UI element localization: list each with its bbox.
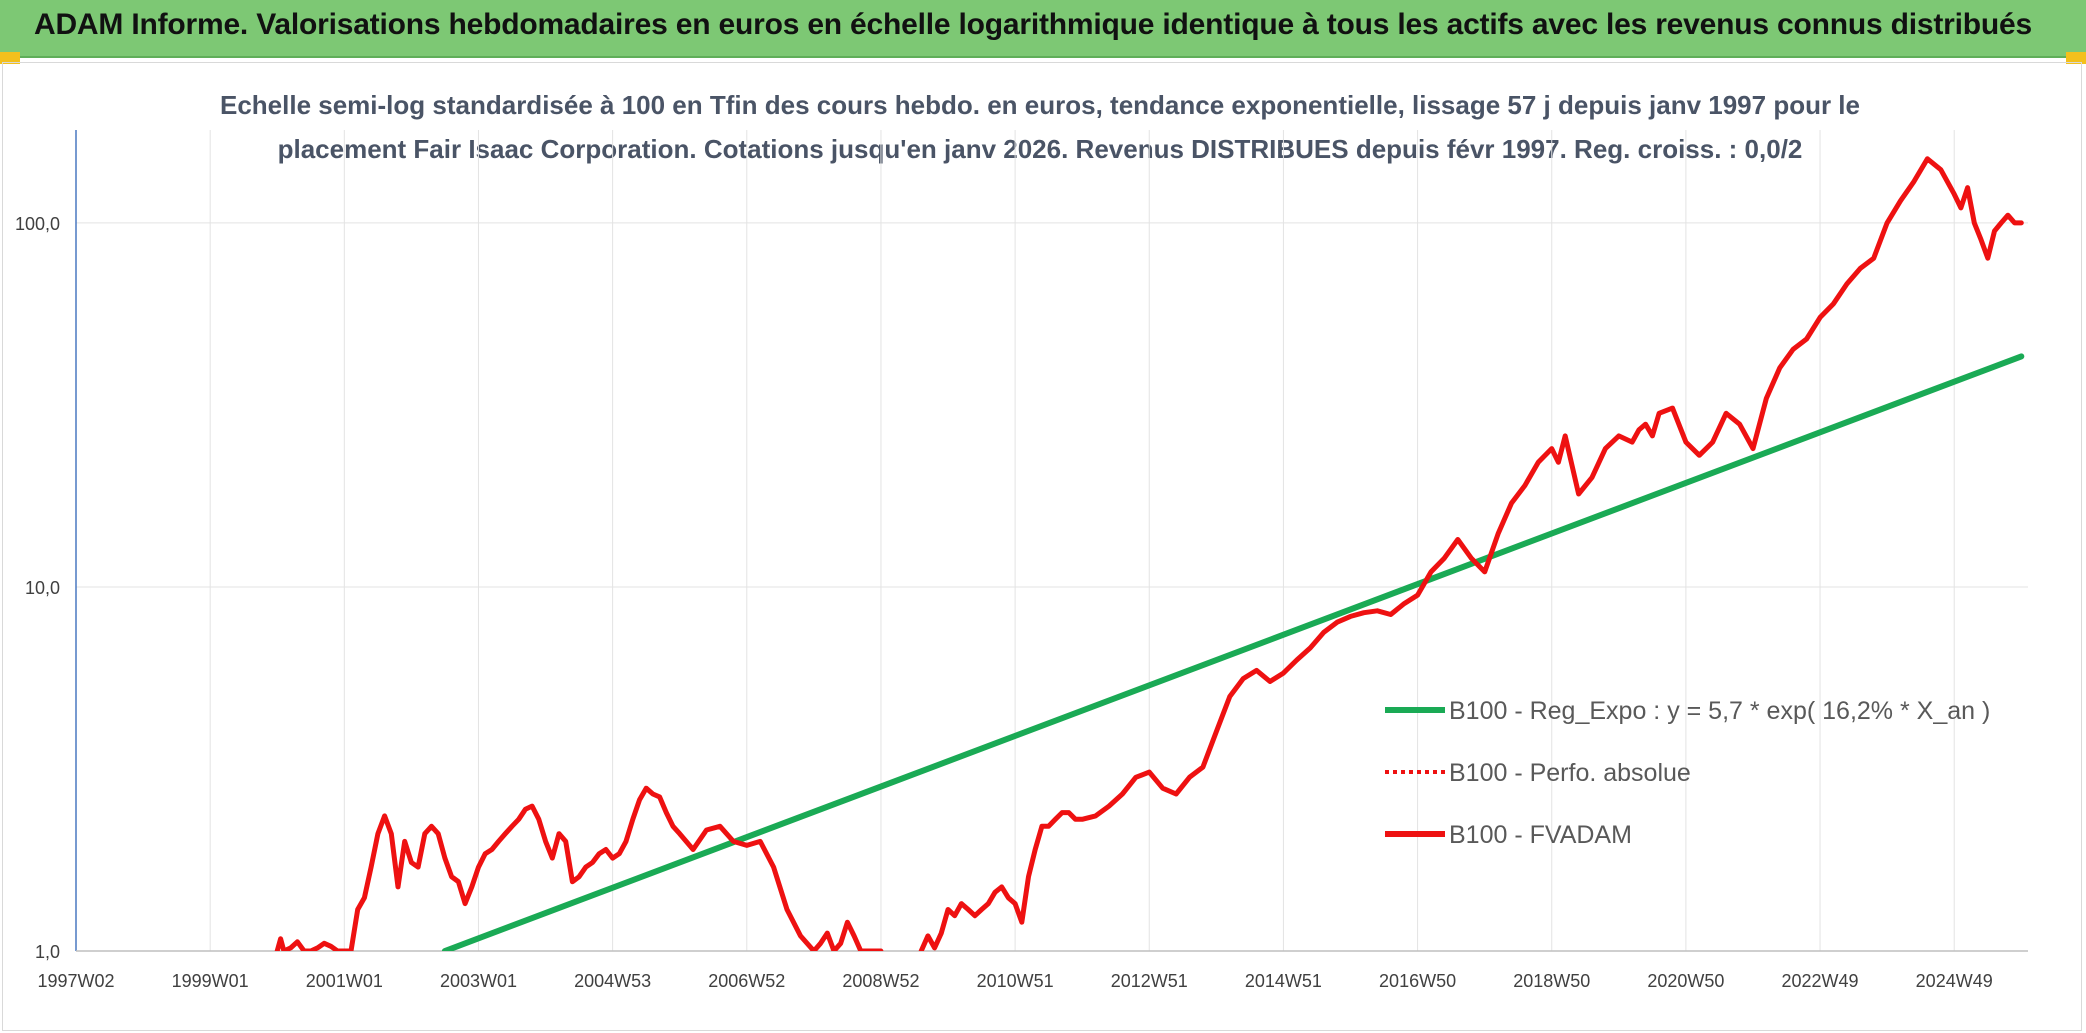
chart-title-line-2: placement Fair Isaac Corporation. Cotati… [278,134,1803,164]
legend-label-fvadam: B100 - FVADAM [1449,821,1632,849]
x-tick-label: 2022W49 [1782,971,1859,991]
y-tick-label: 10,0 [25,578,60,598]
chart-axes: 1997W02 1999W01 2001W01 2003W01 2004W53 2006W… [15,130,2028,991]
y-tick-label: 100,0 [15,214,60,234]
x-tick-label: 2020W50 [1647,971,1724,991]
series-line-fvadam [274,785,884,951]
series-line-fvadam [918,156,2024,951]
x-tick-label: 2014W51 [1245,971,1322,991]
x-tick-label: 2018W50 [1513,971,1590,991]
chart-legend: B100 - Reg_Expo : y = 5,7 * exp( 16,2% *… [1385,697,1990,849]
chart-grid [75,130,2028,952]
x-tick-label: 2004W53 [574,971,651,991]
legend-label-trend: B100 - Reg_Expo : y = 5,7 * exp( 16,2% *… [1449,697,1990,725]
x-tick-label: 2012W51 [1111,971,1188,991]
x-tick-label: 1997W02 [37,971,114,991]
report-title: ADAM Informe. Valorisations hebdomadaire… [34,8,2032,41]
x-tick-label: 2001W01 [306,971,383,991]
x-tick-label: 1999W01 [172,971,249,991]
series-line-trend [441,353,2025,951]
x-tick-label: 2010W51 [977,971,1054,991]
x-tick-label: 2016W50 [1379,971,1456,991]
x-tick-label: 2006W52 [708,971,785,991]
x-tick-label: 2003W01 [440,971,517,991]
y-tick-label: 1,0 [35,942,60,962]
corner-marker-left [0,52,20,64]
chart-frame [2,62,2082,1031]
chart-series [274,156,2025,951]
x-tick-label: 2024W49 [1916,971,1993,991]
corner-marker-right [2066,52,2086,64]
x-tick-label: 2008W52 [842,971,919,991]
legend-label-perfo: B100 - Perfo. absolue [1449,759,1691,787]
chart-title-line-1: Echelle semi-log standardisée à 100 en T… [220,90,1860,120]
report-banner: ADAM Informe. Valorisations hebdomadaire… [0,0,2086,58]
